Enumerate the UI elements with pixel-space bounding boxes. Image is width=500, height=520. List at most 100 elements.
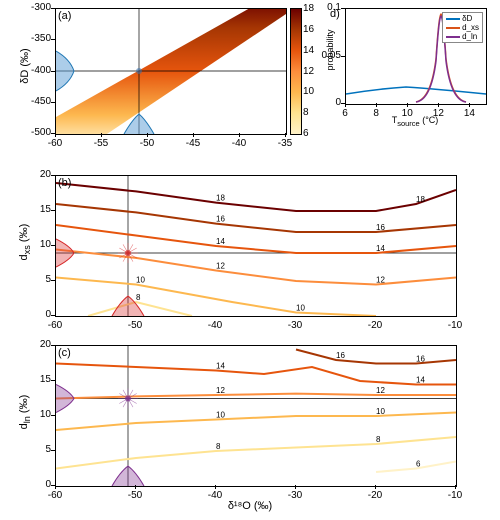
- marker-point: [125, 396, 131, 402]
- panel-c-label: (c): [58, 347, 71, 359]
- xtick-label: -40: [205, 320, 225, 331]
- xtick-label: -20: [365, 490, 385, 501]
- xtick-label: -30: [285, 320, 305, 331]
- xtick-label: -30: [285, 490, 305, 501]
- gaussian-bottom: [112, 466, 144, 486]
- gaussian-left: [56, 385, 74, 413]
- svg-text:18: 18: [416, 195, 425, 204]
- contour-12: [56, 250, 456, 285]
- contour-label: 14: [216, 362, 225, 371]
- contour-18: [56, 183, 456, 211]
- colorbar-tick: 8: [303, 107, 309, 118]
- ytick-label: -450: [23, 96, 51, 107]
- ytick-label: -400: [23, 65, 51, 76]
- xtick-label: -50: [137, 138, 157, 149]
- xtick-label: -55: [91, 138, 111, 149]
- xtick-label: -10: [445, 320, 465, 331]
- contour-label: 10: [216, 411, 225, 420]
- panel-b-plot: 810101212141416161818: [56, 176, 456, 316]
- ytick-label: 5: [23, 444, 51, 455]
- ytick-label: -500: [23, 127, 51, 138]
- svg-text:14: 14: [376, 244, 385, 253]
- panel-a-label: (a): [58, 10, 71, 22]
- xtick-label: 10: [397, 108, 417, 119]
- panel-a-plot: [56, 9, 286, 134]
- ytick-label: 20: [23, 339, 51, 350]
- xtick-label: 8: [366, 108, 386, 119]
- ytick-label: 20: [23, 169, 51, 180]
- xtick-label: -60: [45, 320, 65, 331]
- xtick-label: 12: [428, 108, 448, 119]
- svg-text:12: 12: [376, 386, 385, 395]
- gaussian-left: [56, 51, 74, 91]
- contour-12: [56, 394, 456, 399]
- xtick-label: -35: [275, 138, 295, 149]
- colorbar-tick: 14: [303, 45, 314, 56]
- contour-14: [56, 364, 456, 385]
- ytick-label: 10: [23, 239, 51, 250]
- colorbar-tick: 6: [303, 128, 309, 139]
- colorbar-tick: 10: [303, 86, 314, 97]
- panel-c-plot: 6 8 8 10 10 12 12 14 14 16 16: [56, 346, 456, 486]
- contour-label: 18: [216, 194, 225, 203]
- svg-text:14: 14: [416, 376, 425, 385]
- xtick-label: 14: [459, 108, 479, 119]
- contour-label: 12: [216, 386, 225, 395]
- ytick-label: 0: [23, 309, 51, 320]
- ytick-label: -300: [23, 2, 51, 13]
- contour-label: 16: [216, 215, 225, 224]
- legend: δD d_xs d_ln: [442, 12, 483, 43]
- xtick-label: 6: [335, 108, 355, 119]
- panel-c: 6 8 8 10 10 12 12 14 14 16 16: [55, 345, 457, 487]
- svg-text:16: 16: [416, 355, 425, 364]
- xtick-label: -40: [205, 490, 225, 501]
- ytick-label: 15: [23, 374, 51, 385]
- ytick-label: 0: [23, 479, 51, 490]
- panel-c-xlabel: δ¹⁸O (‰): [210, 500, 290, 512]
- legend-item-dd: δD: [446, 14, 479, 23]
- contour-16: [296, 350, 456, 364]
- ytick-label: 10: [23, 409, 51, 420]
- ytick-label: 15: [23, 204, 51, 215]
- svg-text:8: 8: [376, 435, 381, 444]
- marker-point: [125, 250, 131, 256]
- ytick-label: 0: [313, 97, 341, 108]
- gaussian-left: [56, 239, 74, 267]
- contour-label: 8: [216, 442, 221, 451]
- marker-point: [136, 68, 142, 74]
- series-dd: [346, 87, 486, 94]
- ytick-label: 5: [23, 274, 51, 285]
- legend-item-dln: d_ln: [446, 32, 479, 41]
- colorbar-a: [290, 8, 302, 135]
- ytick-label: 0.05: [313, 50, 341, 61]
- xtick-label: -10: [445, 490, 465, 501]
- ytick-label: 0.1: [313, 2, 341, 13]
- xtick-label: -40: [229, 138, 249, 149]
- panel-b: 810101212141416161818: [55, 175, 457, 317]
- contour-label: 6: [416, 460, 421, 469]
- svg-text:10: 10: [376, 407, 385, 416]
- panel-b-label: (b): [58, 177, 71, 189]
- contour-label: 14: [216, 237, 225, 246]
- contour-label: 12: [216, 262, 225, 271]
- contour-10: [56, 413, 456, 431]
- colorbar-tick: 12: [303, 66, 314, 77]
- svg-text:10: 10: [296, 304, 305, 313]
- legend-item-dxs: d_xs: [446, 23, 479, 32]
- ytick-label: -350: [23, 33, 51, 44]
- xtick-label: -50: [125, 490, 145, 501]
- xtick-label: -60: [45, 138, 65, 149]
- contour-8: [56, 437, 456, 469]
- diagonal-band: [56, 9, 286, 134]
- contour-14: [56, 225, 456, 253]
- contour-label: 10: [136, 276, 145, 285]
- xtick-label: -45: [183, 138, 203, 149]
- colorbar-tick: 18: [303, 3, 314, 14]
- xtick-label: -60: [45, 490, 65, 501]
- panel-a: [55, 8, 287, 135]
- contour-label: 8: [136, 293, 141, 302]
- contour-label: 16: [336, 351, 345, 360]
- xtick-label: -50: [125, 320, 145, 331]
- panel-d: δD d_xs d_ln: [345, 8, 487, 105]
- xtick-label: -20: [365, 320, 385, 331]
